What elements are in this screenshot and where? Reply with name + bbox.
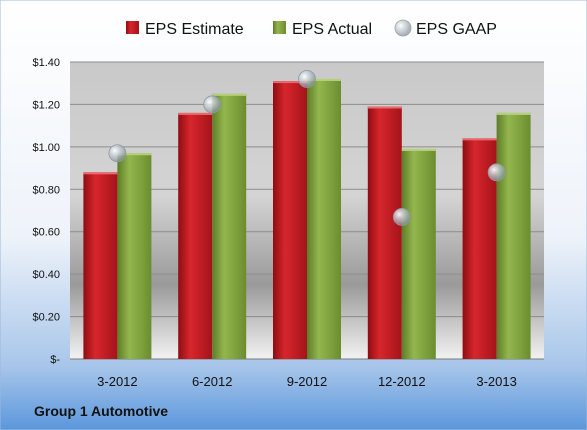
legend: EPS Estimate EPS Actual EPS GAAP [126,19,497,38]
legend-swatch-actual [273,21,286,34]
bar-eps-actual-top [307,78,341,81]
bars [83,78,531,360]
legend-item-actual: EPS Actual [273,21,372,38]
bar-eps-actual-top [401,148,436,151]
legend-swatch-estimate [126,21,139,34]
legend-label-gaap: EPS GAAP [416,21,497,38]
legend-label-estimate: EPS Estimate [145,21,244,38]
bar-eps-estimate [273,81,307,359]
bar-eps-estimate-top [367,106,402,109]
y-tick-label: $1.40 [32,57,60,69]
bar-eps-estimate-top [462,138,497,141]
y-tick-label: $0.60 [32,227,60,239]
x-axis: 3-2012 6-2012 9-2012 12-2012 3-2013 [97,374,517,389]
gaap-points [108,70,506,226]
bar-eps-actual [212,93,247,360]
bar-eps-actual [117,153,152,359]
bar-eps-estimate [367,106,402,359]
bar-eps-actual [401,148,436,359]
bar-eps-actual-top [496,112,531,115]
bar-eps-actual-top [117,153,152,156]
x-tick-label: 3-2013 [476,374,516,389]
point-eps-gaap [392,207,411,226]
point-eps-gaap [203,95,222,114]
y-tick-label: $- [50,354,60,366]
bar-eps-actual [307,78,341,359]
y-tick-label: $0.40 [32,269,60,281]
y-tick-label: $0.20 [32,312,60,324]
bar-eps-estimate-top [178,112,213,115]
point-eps-gaap [298,70,316,88]
bar-eps-estimate [178,112,213,360]
x-tick-label: 12-2012 [378,374,426,389]
y-tick-label: $1.20 [32,99,60,111]
x-tick-label: 6-2012 [192,374,232,389]
bar-eps-estimate-top [273,81,307,84]
bar-eps-actual [496,112,531,360]
chart-caption: Group 1 Automotive [34,403,168,419]
legend-item-estimate: EPS Estimate [126,21,244,38]
point-eps-gaap [108,144,127,163]
legend-marker-gaap [394,19,412,37]
bar-eps-estimate [83,172,118,359]
y-tick-label: $0.80 [32,184,60,196]
x-tick-label: 3-2012 [97,374,137,389]
legend-item-gaap: EPS GAAP [394,19,497,38]
y-tick-label: $1.00 [32,142,60,154]
bar-eps-estimate-top [83,172,118,175]
bar-eps-actual-top [212,93,247,96]
legend-label-actual: EPS Actual [292,21,372,38]
x-tick-label: 9-2012 [287,374,327,389]
point-eps-gaap [487,163,506,182]
